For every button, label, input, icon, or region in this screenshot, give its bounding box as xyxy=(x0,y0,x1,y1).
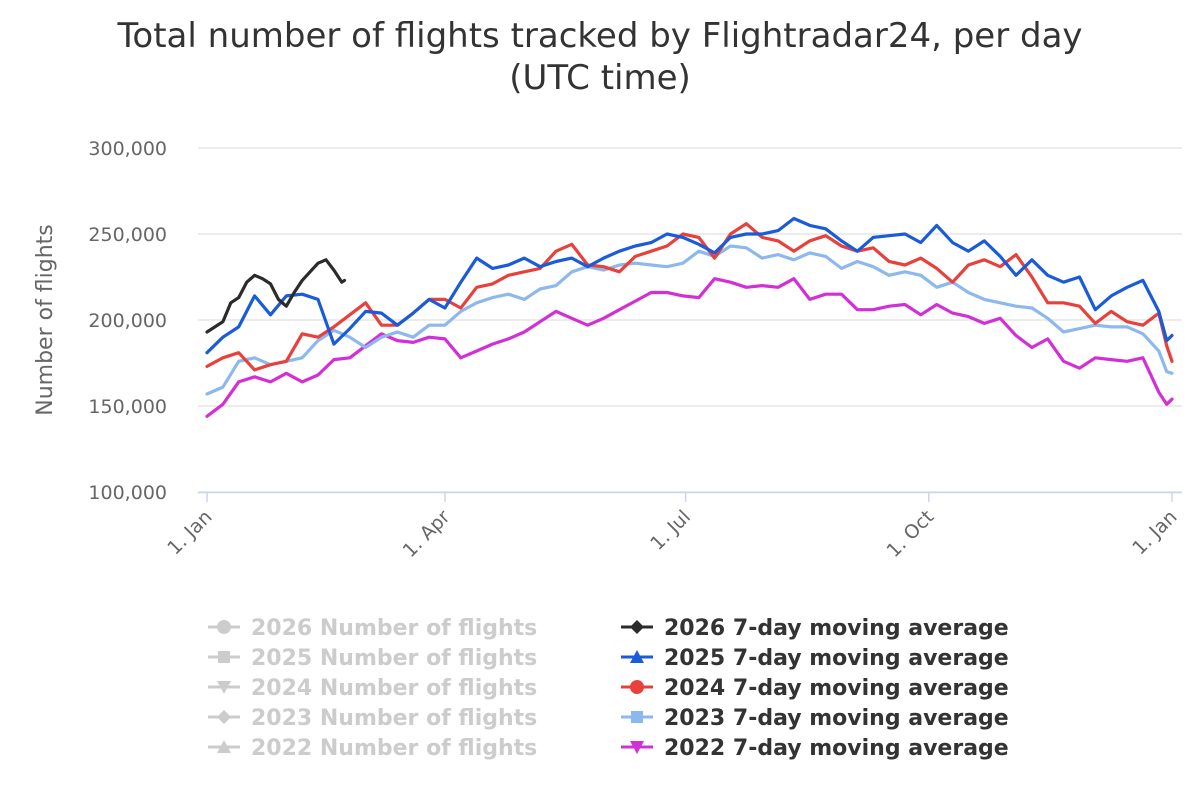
series-line-2022[interactable] xyxy=(205,277,1174,418)
legend-marker-triangle-down xyxy=(217,681,231,694)
y-tick-label: 300,000 xyxy=(88,138,167,160)
chart-title: Total number of flights tracked by Fligh… xyxy=(116,16,1082,56)
y-tick-label: 250,000 xyxy=(88,224,167,246)
legend-label: 2023 7-day moving average xyxy=(664,706,1009,731)
legend-item-2023-7-day-moving-average[interactable]: 2023 7-day moving average xyxy=(621,706,1009,731)
legend-item-2026-number-of-flights[interactable]: 2026 Number of flights xyxy=(208,616,537,641)
series-layer xyxy=(205,216,1174,418)
legend-label: 2022 Number of flights xyxy=(251,736,537,761)
series-line-2025[interactable] xyxy=(205,216,1174,355)
legend-label: 2025 Number of flights xyxy=(251,646,537,671)
legend-label: 2023 Number of flights xyxy=(251,706,537,731)
x-tick-label: 1. Jul xyxy=(646,506,695,555)
legend-marker-square xyxy=(218,651,230,663)
legend-label: 2024 7-day moving average xyxy=(664,676,1009,701)
legend-item-2023-number-of-flights[interactable]: 2023 Number of flights xyxy=(208,706,537,731)
legend-item-2026-7-day-moving-average[interactable]: 2026 7-day moving average xyxy=(621,616,1009,641)
x-axis: 1. Jan 1. Apr 1. Jul 1. Oct 1. Jan xyxy=(163,491,1182,562)
legend-label: 2024 Number of flights xyxy=(251,676,537,701)
legend-item-2022-7-day-moving-average[interactable]: 2022 7-day moving average xyxy=(621,736,1009,761)
legend-label: 2026 Number of flights xyxy=(251,616,537,641)
y-tick-label: 150,000 xyxy=(88,396,167,418)
legend-label: 2026 7-day moving average xyxy=(664,616,1009,641)
legend-marker-circle xyxy=(630,680,644,694)
legend-marker-diamond xyxy=(217,710,231,724)
chart-title-line2: (UTC time) xyxy=(509,58,691,98)
y-tick-label: 200,000 xyxy=(88,310,167,332)
x-tick-label: 1. Oct xyxy=(882,506,938,562)
legend-label: 2022 7-day moving average xyxy=(664,736,1009,761)
x-tick-label: 1. Jan xyxy=(163,506,216,559)
legend-label: 2025 7-day moving average xyxy=(664,646,1009,671)
legend-marker-diamond xyxy=(630,620,644,634)
legend-item-2024-7-day-moving-average[interactable]: 2024 7-day moving average xyxy=(621,676,1009,701)
x-tick-label: 1. Apr xyxy=(399,506,455,562)
legend-marker-square xyxy=(631,711,643,723)
legend: 2026 Number of flights 2025 Number of fli… xyxy=(208,616,1009,761)
x-tick-label: 1. Jan xyxy=(1128,506,1181,559)
series-line-2023[interactable] xyxy=(205,244,1174,396)
legend-marker-triangle-down xyxy=(630,741,644,754)
legend-marker-triangle xyxy=(630,650,644,663)
legend-item-2025-7-day-moving-average[interactable]: 2025 7-day moving average xyxy=(621,646,1009,671)
legend-item-2025-number-of-flights[interactable]: 2025 Number of flights xyxy=(208,646,537,671)
legend-item-2022-number-of-flights[interactable]: 2022 Number of flights xyxy=(208,736,537,761)
y-axis-title: Number of flights xyxy=(33,224,58,416)
y-axis-ticks: 100,000 150,000 200,000 250,000 300,000 xyxy=(88,138,167,504)
legend-marker-triangle xyxy=(217,740,231,753)
legend-item-2024-number-of-flights[interactable]: 2024 Number of flights xyxy=(208,676,537,701)
series-line-2024[interactable] xyxy=(205,222,1174,372)
series-line-2026[interactable] xyxy=(205,258,347,334)
legend-marker-circle xyxy=(217,620,231,634)
y-tick-label: 100,000 xyxy=(88,482,167,504)
